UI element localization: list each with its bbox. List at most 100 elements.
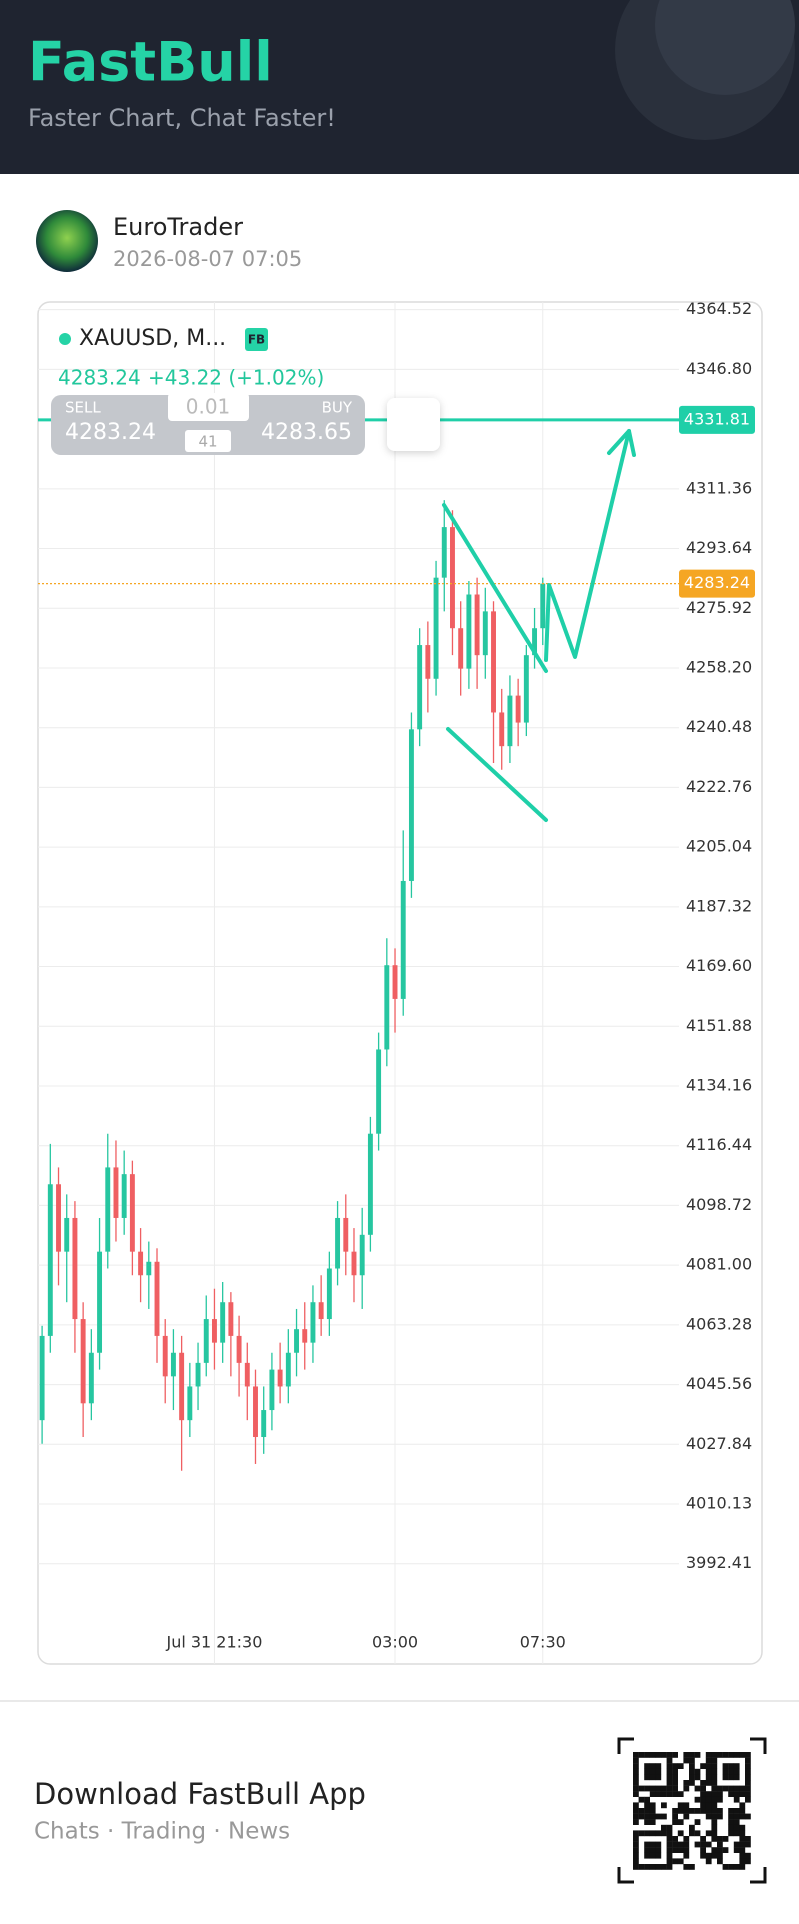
qr-module <box>649 1819 656 1825</box>
lot-box[interactable] <box>168 393 249 421</box>
qr-module <box>745 1757 751 1764</box>
y-tick-label: 4098.72 <box>686 1195 752 1214</box>
qr-module <box>661 1864 667 1870</box>
qr-module <box>733 1864 740 1870</box>
qr-module <box>694 1830 701 1837</box>
qr-module <box>661 1830 667 1837</box>
qr-module <box>717 1791 723 1797</box>
qr-module <box>661 1802 667 1809</box>
qr-module <box>733 1819 740 1825</box>
qr-module <box>717 1796 723 1803</box>
qr-module <box>638 1752 645 1758</box>
qr-module <box>728 1791 734 1797</box>
qr-module <box>745 1780 751 1786</box>
candle-body <box>491 611 496 713</box>
qr-module <box>672 1774 678 1781</box>
qr-module <box>649 1763 656 1769</box>
qr-module <box>722 1847 729 1853</box>
qr-module <box>655 1830 662 1837</box>
qr-module <box>672 1858 678 1865</box>
qr-module <box>666 1836 673 1842</box>
candle-body <box>367 1133 373 1235</box>
qr-module <box>689 1757 695 1764</box>
qr-module <box>672 1847 678 1853</box>
buy-label: BUY <box>322 399 353 417</box>
qr-module <box>711 1791 718 1797</box>
qr-module <box>722 1768 729 1775</box>
qr-module <box>644 1864 650 1870</box>
candle-body <box>335 1217 341 1269</box>
qr-module <box>733 1841 740 1848</box>
qr-module <box>649 1774 656 1781</box>
qr-module <box>661 1824 667 1831</box>
qr-module <box>739 1808 746 1814</box>
qr-module <box>644 1774 650 1781</box>
trade-box[interactable] <box>51 395 365 455</box>
hline-label: 4331.81 <box>684 409 750 428</box>
author: EuroTrader <box>113 213 243 241</box>
qr-module <box>739 1847 746 1853</box>
badge-bg <box>245 328 268 351</box>
qr-module <box>700 1763 706 1769</box>
qr-module <box>700 1780 706 1786</box>
qr-module <box>717 1847 723 1853</box>
qr-module <box>644 1841 650 1848</box>
qr-module <box>739 1864 746 1870</box>
qr-module <box>739 1752 746 1758</box>
y-tick-label: 4010.13 <box>686 1493 752 1512</box>
qr-module <box>739 1830 746 1837</box>
qr-module <box>644 1763 650 1769</box>
qr-module <box>739 1802 746 1809</box>
post-time: 2026-08-07 07:05 <box>113 247 302 271</box>
qr-module <box>705 1791 712 1797</box>
qr-module <box>728 1819 734 1825</box>
y-tick-label: 4063.28 <box>686 1314 752 1333</box>
candle-body <box>466 594 472 669</box>
qr-module <box>711 1763 718 1769</box>
qr-module <box>633 1791 639 1797</box>
qr-module <box>666 1847 673 1853</box>
candle-body <box>88 1352 94 1404</box>
qr-module <box>666 1780 673 1786</box>
candle-body <box>318 1302 324 1320</box>
qr-module <box>711 1830 718 1837</box>
price-label: 4283.24 <box>684 573 750 592</box>
candle-body <box>64 1217 70 1252</box>
buy-price: 4283.65 <box>261 420 352 445</box>
x-tick-label: 07:30 <box>520 1633 566 1652</box>
qr-module <box>700 1796 706 1803</box>
qr-module <box>745 1774 751 1781</box>
qr-module <box>649 1808 656 1814</box>
candle-body <box>507 695 513 747</box>
qr-module <box>655 1768 662 1775</box>
lot: 0.01 <box>186 395 231 419</box>
qr-module <box>655 1852 662 1859</box>
qr-module <box>728 1763 734 1769</box>
qr-module <box>689 1780 695 1786</box>
arrow-path <box>544 429 631 662</box>
qr-module <box>644 1768 650 1775</box>
candle-body <box>211 1319 217 1343</box>
qr-module <box>677 1830 684 1837</box>
y-tick-label: 4240.48 <box>686 717 752 736</box>
qr-module <box>717 1858 723 1865</box>
y-tick-label: 4027.84 <box>686 1434 752 1453</box>
tool-button[interactable] <box>387 398 440 451</box>
y-tick-label: 4134.16 <box>686 1075 752 1094</box>
qr-module <box>655 1752 662 1758</box>
header-decor <box>655 0 795 95</box>
qr-module <box>666 1830 673 1837</box>
qr-module <box>633 1802 639 1809</box>
qr-module <box>694 1768 701 1775</box>
qr-module <box>700 1847 706 1853</box>
sell-label: SELL <box>65 399 101 417</box>
qr-module <box>711 1802 718 1809</box>
qr-module <box>666 1774 673 1781</box>
y-tick-label: 4364.52 <box>686 299 752 318</box>
qr-module <box>677 1763 684 1769</box>
qr-module <box>633 1852 639 1859</box>
qr-module <box>717 1808 723 1814</box>
qr-module <box>683 1864 690 1870</box>
qr-code[interactable] <box>633 1752 751 1870</box>
